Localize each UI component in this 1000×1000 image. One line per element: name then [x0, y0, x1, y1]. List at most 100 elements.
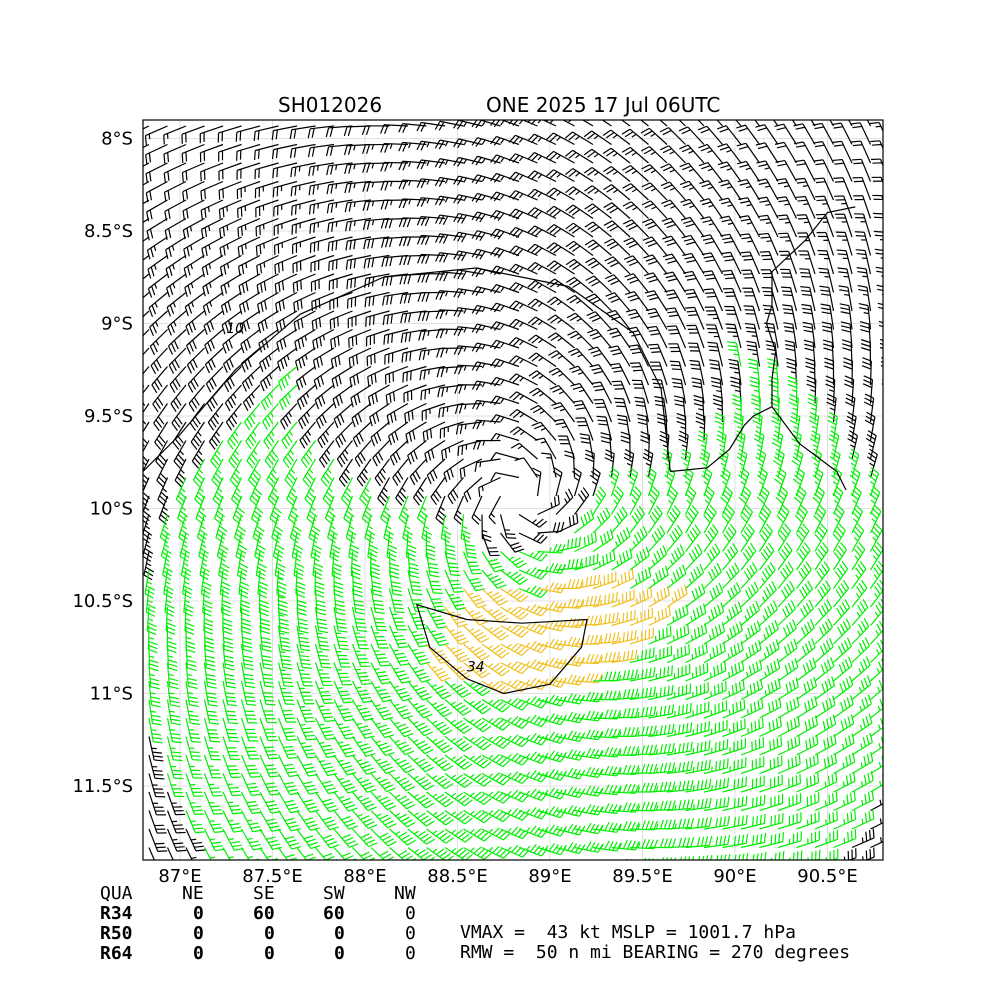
wind-barb [348, 347, 372, 368]
wind-barb [684, 504, 699, 534]
wind-barb [296, 791, 320, 813]
wind-barb [367, 365, 390, 387]
wind-barb [691, 377, 705, 404]
wind-barb [281, 421, 298, 449]
wind-barb [200, 180, 224, 201]
wind-barb [274, 551, 286, 581]
wind-barb [553, 418, 576, 441]
wind-barb [602, 129, 631, 145]
wind-barb [143, 180, 150, 186]
wind-barb [666, 837, 695, 849]
wind-barb [738, 467, 750, 497]
table-cell: 60 [253, 903, 275, 924]
wind-barb [758, 504, 772, 534]
wind-barb [365, 328, 390, 347]
wind-barb [471, 361, 501, 372]
wind-barb [878, 320, 883, 328]
wind-barb [407, 699, 433, 719]
x-axis-ticks: 87°E 87.5°E 88°E 88.5°E 89°E 89.5°E 90°E 90.5°E [158, 866, 857, 887]
wind-barb [370, 643, 391, 667]
wind-barb [407, 736, 434, 755]
wind-barb [614, 397, 631, 423]
wind-barb [143, 125, 150, 130]
wind-barb [590, 859, 591, 860]
wind-barb [592, 784, 622, 796]
wind-barb [629, 686, 657, 701]
wind-barb [436, 365, 464, 378]
wind-barb [603, 202, 631, 219]
wind-barb [309, 217, 335, 234]
wind-barb [362, 162, 390, 173]
wind-barb [434, 195, 464, 206]
wind-barb [148, 791, 166, 816]
wind-barb [833, 561, 849, 589]
wind-barb [481, 717, 511, 731]
wind-barb [574, 574, 601, 590]
wind-barb [426, 754, 454, 772]
wind-barb [537, 494, 560, 516]
wind-barb [374, 458, 390, 487]
wind-barb [148, 736, 164, 762]
wind-barb [629, 525, 648, 552]
wind-barb [508, 190, 538, 201]
wind-barb [444, 810, 473, 825]
wind-barb [643, 254, 668, 275]
wind-barb [648, 585, 670, 608]
wind-barb [314, 699, 335, 723]
wind-barb [629, 647, 655, 664]
wind-barb [716, 120, 723, 127]
wind-barb [685, 306, 705, 330]
wind-barb [471, 192, 501, 203]
wind-barb [509, 391, 538, 405]
wind-barb [481, 588, 508, 606]
wind-barb [736, 142, 760, 164]
wind-barb [350, 384, 372, 408]
wind-barb [370, 421, 390, 447]
wind-barb [225, 403, 242, 431]
wind-barb [625, 308, 650, 330]
wind-barb [815, 213, 835, 238]
wind-barb [761, 287, 779, 312]
wind-barb [759, 658, 781, 682]
wind-barb [221, 310, 242, 335]
wind-barb [259, 699, 277, 724]
wind-barb [463, 625, 490, 644]
wind-barb [200, 569, 212, 599]
wind-barb [183, 236, 205, 259]
wind-barb [315, 403, 335, 429]
wind-barb [837, 267, 853, 293]
wind-barb [629, 587, 653, 608]
wind-barb [758, 523, 773, 552]
wind-barb [777, 658, 799, 682]
wind-barb [814, 177, 835, 201]
wind-barb [629, 782, 658, 793]
wind-barb [333, 736, 356, 758]
wind-barb [277, 680, 295, 705]
wind-barb [685, 623, 708, 645]
wind-barb [335, 421, 353, 448]
wind-barb [888, 486, 898, 514]
wind-barb [169, 366, 187, 393]
wind-barb [296, 699, 316, 723]
wind-barb [296, 680, 315, 705]
wind-barb [238, 273, 261, 296]
wind-barb [259, 606, 271, 635]
wind-barb [564, 450, 576, 478]
wind-barb [680, 448, 692, 478]
wind-barb [143, 366, 150, 388]
table-header-sw: SW [323, 883, 345, 904]
wind-barb [222, 680, 238, 707]
wind-barb [186, 347, 205, 374]
wind-barb [454, 384, 483, 394]
wind-barb [721, 269, 742, 293]
wind-barb [241, 366, 261, 392]
wind-barb [240, 662, 256, 689]
wind-barb [648, 545, 668, 571]
wind-barb [240, 828, 263, 851]
wind-barb [796, 676, 818, 700]
wind-barb [622, 201, 649, 219]
wind-barb [302, 458, 317, 488]
wind-barb [552, 467, 563, 497]
wind-barb [370, 736, 395, 757]
wind-barb [223, 347, 242, 373]
